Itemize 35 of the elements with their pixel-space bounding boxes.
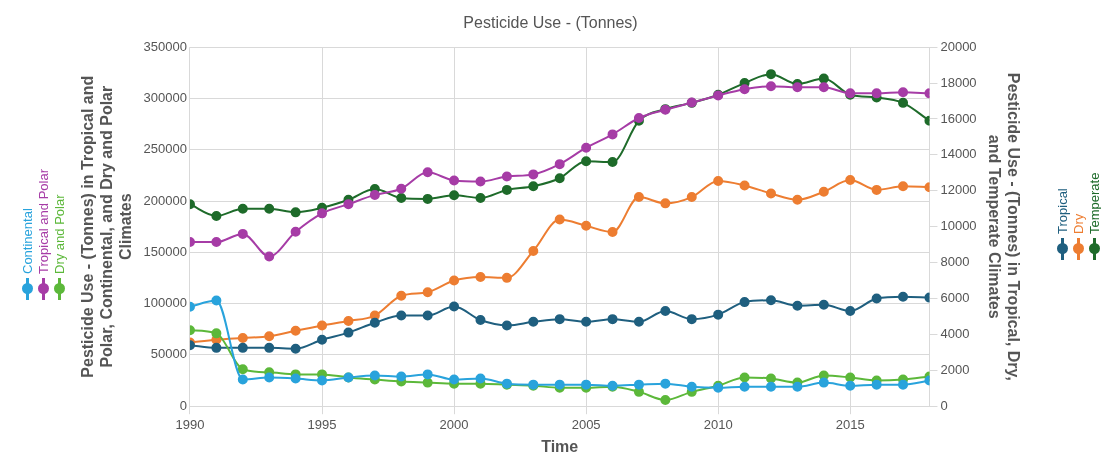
y-tick-label: 300000 <box>143 90 187 106</box>
y2-tick-label: 20000 <box>940 38 977 54</box>
y2-tick-label: 8000 <box>940 254 970 270</box>
x-tick-label: 1995 <box>307 416 337 432</box>
x-tick-label: 2000 <box>439 416 469 432</box>
y-tick-label: 100000 <box>143 295 187 311</box>
y2-tick-label: 16000 <box>940 110 977 126</box>
y2-tick-label: 18000 <box>940 74 977 90</box>
x-axis-title: Time <box>541 437 579 455</box>
x-tick-label: 2005 <box>571 416 601 432</box>
text: Dry <box>1071 213 1086 234</box>
text: Tropical and Polar <box>36 168 51 274</box>
y2-tick-label: 12000 <box>940 182 977 198</box>
y-tick-label: 250000 <box>143 141 187 157</box>
y2-tick-label: 10000 <box>940 218 977 234</box>
x-tick-label: 2010 <box>703 416 733 432</box>
y-axis-title: Pesticide Use - (Tonnes) in Tropical and Polar, Continental, and Dry and Polar Climates <box>79 75 135 378</box>
y2-tick-label: 6000 <box>940 290 970 306</box>
y2-tick-label: 0 <box>940 397 948 413</box>
x-tick-label: 2015 <box>835 416 865 432</box>
text: Temperate <box>1087 172 1101 234</box>
text: Dry and Polar <box>52 194 67 274</box>
y-tick-label: 200000 <box>143 192 187 208</box>
text: Continental <box>20 208 35 274</box>
y-tick-label: 0 <box>179 397 187 413</box>
y-tick-label: 50000 <box>150 346 187 362</box>
y2-axis-title: Pesticide Use - (Tonnes) in Tropical, Dry, and Temperate Climates <box>985 72 1022 381</box>
y2-tick-label: 2000 <box>940 361 970 377</box>
x-tick-label: 1990 <box>175 416 205 432</box>
text: Tropical <box>1055 188 1070 234</box>
y-tick-label: 350000 <box>143 38 187 54</box>
y2-tick-label: 14000 <box>940 146 977 162</box>
y2-tick-label: 4000 <box>940 325 970 341</box>
chart-title: Pesticide Use - (Tonnes) <box>463 14 638 32</box>
y-tick-label: 150000 <box>143 243 187 259</box>
